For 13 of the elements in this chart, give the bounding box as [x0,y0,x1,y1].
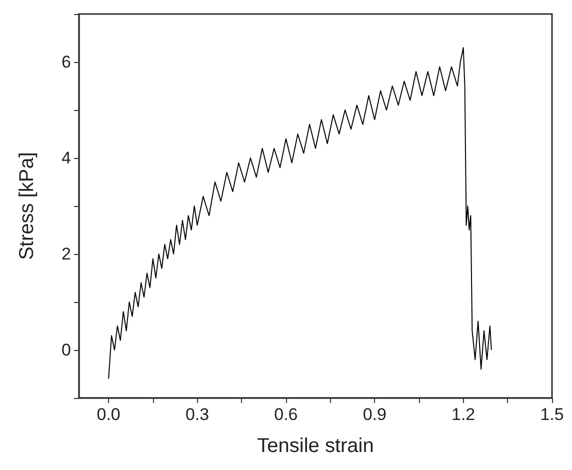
x-tick-label: 0.3 [185,405,210,424]
y-axis-title: Stress [kPa] [16,152,38,260]
y-tick-label: 2 [62,244,71,264]
y-tick-label: 4 [62,148,71,168]
x-tick-label: 1.2 [451,405,476,424]
x-tick-label: 0.0 [96,405,120,424]
y-tick-label: 6 [62,52,71,72]
line-series [108,47,492,380]
x-axis-title: Tensile strain [257,435,374,457]
x-tick-label: 0.6 [274,405,298,424]
x-tick-label: 0.9 [362,405,386,424]
y-tick-label: 0 [62,340,71,360]
x-tick-label: 1.5 [540,405,564,424]
